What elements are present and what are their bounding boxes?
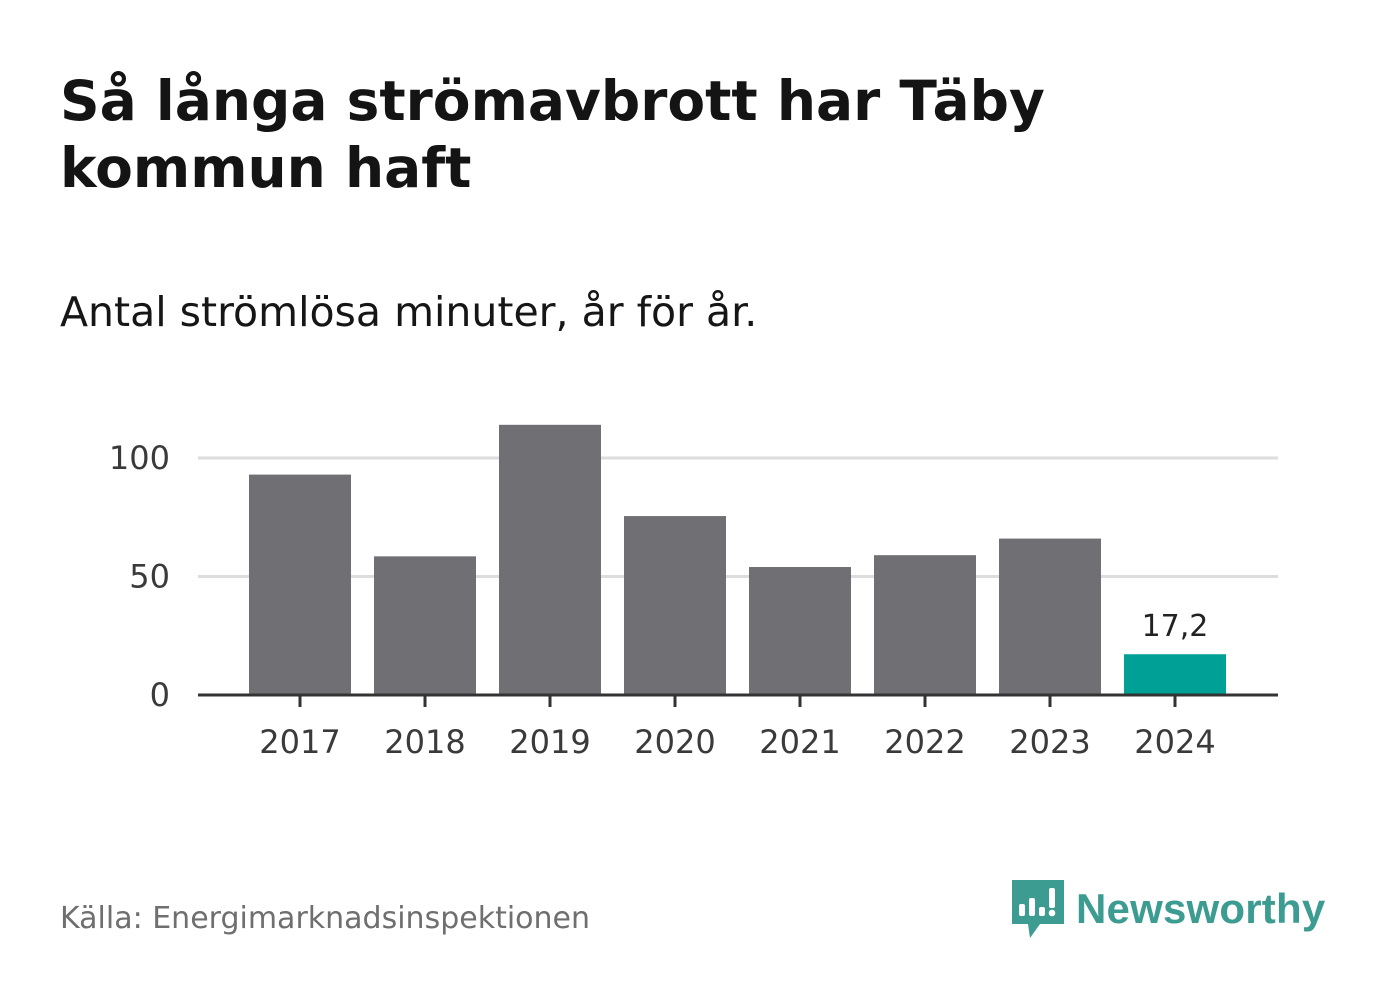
brand-name: Newsworthy bbox=[1076, 885, 1326, 932]
bar-2017 bbox=[249, 474, 351, 695]
x-tick-label: 2023 bbox=[1009, 723, 1090, 761]
y-tick-label: 0 bbox=[150, 676, 170, 714]
x-axis bbox=[198, 693, 1278, 707]
bar-2020 bbox=[624, 516, 726, 695]
chart-subtitle: Antal strömlösa minuter, år för år. bbox=[60, 288, 758, 336]
bar-2018 bbox=[374, 556, 476, 695]
labels: 0 50 100 2017 2018 2019 2020 2021 2022 2023 2024 17… bbox=[109, 439, 1216, 761]
bar-2019 bbox=[499, 424, 601, 695]
gridlines bbox=[198, 456, 1278, 578]
source-note: Källa: Energimarknadsinspektionen bbox=[60, 901, 591, 936]
x-tick-label: 2024 bbox=[1134, 723, 1215, 761]
brand-logo: Newsworthy bbox=[1010, 878, 1325, 940]
x-tick-label: 2019 bbox=[509, 723, 590, 761]
x-tick-label: 2020 bbox=[634, 723, 715, 761]
bar-2022 bbox=[874, 555, 976, 695]
bar-2021 bbox=[749, 567, 851, 695]
x-tick-label: 2017 bbox=[259, 723, 340, 761]
bar-2024 bbox=[1124, 654, 1226, 695]
x-tick-label: 2018 bbox=[384, 723, 465, 761]
x-tick-label: 2022 bbox=[884, 723, 965, 761]
bar-2023 bbox=[999, 538, 1101, 695]
x-tick-label: 2021 bbox=[759, 723, 840, 761]
bars bbox=[249, 424, 1226, 695]
y-tick-label: 50 bbox=[129, 558, 170, 596]
chart-title: Så långa strömavbrott har Täby kommun ha… bbox=[60, 69, 1045, 200]
bar-chart-speech-bubble-icon bbox=[1012, 880, 1064, 938]
data-label: 17,2 bbox=[1142, 609, 1209, 644]
y-tick-label: 100 bbox=[109, 439, 170, 477]
